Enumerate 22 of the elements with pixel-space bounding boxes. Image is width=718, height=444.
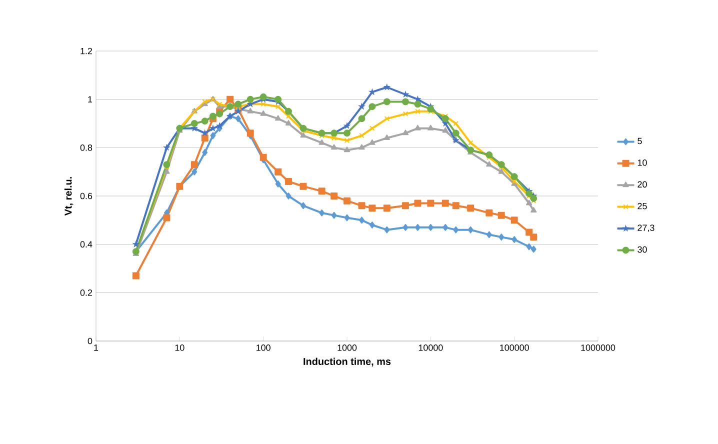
y-tick-label: 1	[88, 96, 92, 102]
y-tick-label: 0.4	[80, 241, 92, 248]
x-tick-label: 100	[256, 344, 270, 351]
x-tick-label: 10	[175, 344, 184, 351]
x-tick-label: 1000000	[581, 344, 616, 351]
y-tick-label: 0.8	[80, 144, 92, 151]
x-tick-label: 10000	[418, 344, 443, 351]
legend-label: 5	[638, 138, 642, 144]
legend-label: 25	[638, 202, 647, 210]
x-tick-label: 1	[94, 344, 98, 351]
x-axis-title: Induction time, ms	[304, 358, 391, 366]
y-axis-title: Vt, rel.u.	[64, 177, 74, 216]
legend-label: 10	[638, 160, 647, 166]
y-tick-label: 0.6	[80, 192, 92, 200]
legend-label: 20	[638, 181, 647, 188]
y-tick-label: 0.2	[80, 289, 92, 296]
legend-label: 27,3	[638, 224, 654, 232]
x-tick-label: 1000	[338, 344, 357, 351]
legend-label: 30	[638, 246, 647, 253]
y-tick-label: 0	[88, 338, 92, 344]
y-tick-label: 1.2	[80, 48, 92, 54]
x-tick-label: 100000	[500, 344, 529, 351]
